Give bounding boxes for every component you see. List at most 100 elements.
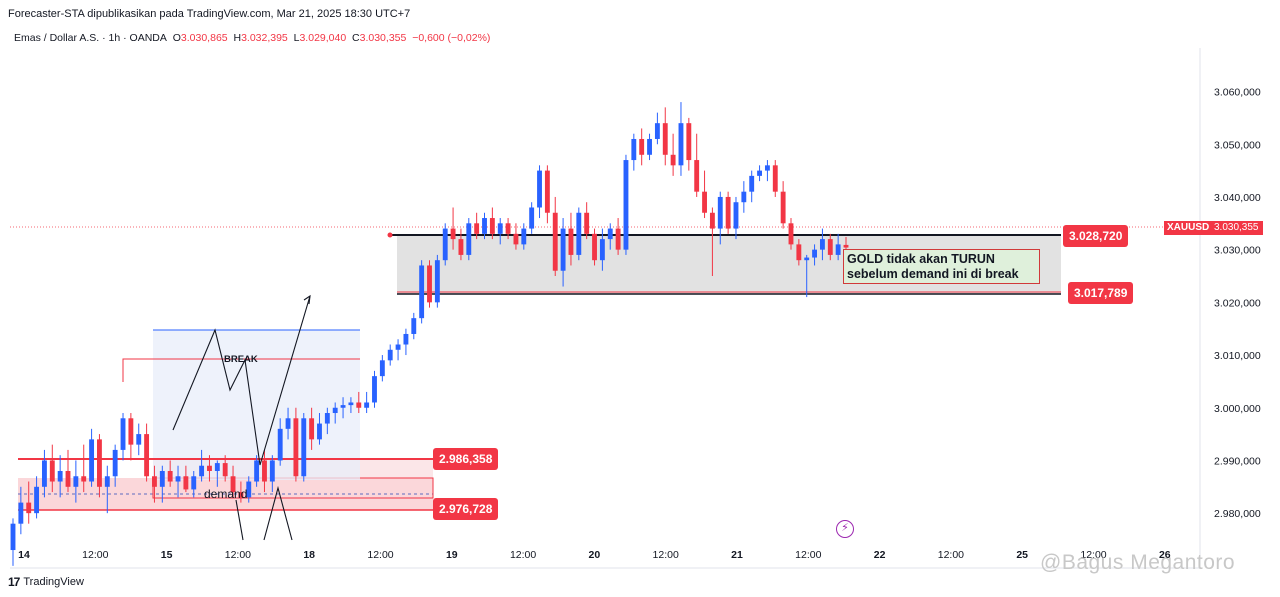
close-label: C: [352, 32, 360, 44]
tradingview-logo-icon: 17: [8, 575, 20, 589]
price-tick-label: 3.020,000: [1214, 297, 1261, 309]
publisher-line: Forecaster-STA dipublikasikan pada Tradi…: [8, 8, 411, 20]
lower-demand-zone[interactable]: [18, 478, 433, 510]
candle-up: [521, 228, 527, 245]
price-tick-label: 3.030,000: [1214, 245, 1261, 257]
candle-up: [576, 212, 582, 255]
candle-down: [65, 470, 71, 487]
candle-down: [780, 191, 786, 224]
zigzag-pattern: [172, 295, 311, 466]
candle-up: [623, 160, 629, 250]
candle-down: [489, 218, 495, 234]
tradingview-brand[interactable]: 17 TradingView: [8, 575, 84, 589]
candle-up: [631, 138, 637, 161]
candle-down: [262, 460, 267, 482]
break-level-line: [122, 358, 360, 382]
current-price-tag: 3.030,355: [1210, 221, 1263, 235]
candle-up: [835, 244, 841, 255]
candle-down: [584, 212, 590, 234]
author-watermark: @Bagus Megantoro: [1040, 551, 1236, 574]
time-tick-label: 12:00: [938, 549, 964, 561]
time-tick-label: 19: [446, 549, 458, 561]
candle-up: [678, 123, 684, 166]
candle-up: [442, 228, 448, 261]
candle-down: [49, 460, 55, 482]
price-axis[interactable]: 2.980,000 2.990,000 3.000,000 3.010,000 3.02…: [1214, 87, 1261, 521]
time-axis[interactable]: 14 12:00 15 12:00 18 12:00 19 12:00 20 12:00 21 12:…: [18, 549, 1171, 561]
note-line-1: GOLD tidak akan TURUN: [847, 252, 995, 266]
candle-down: [725, 196, 731, 229]
candle-up: [254, 460, 260, 482]
candle-up: [104, 476, 110, 487]
candle-up: [324, 413, 330, 424]
candle-up: [136, 434, 142, 445]
symbol-title[interactable]: Emas / Dollar A.S. · 1h · OANDA: [14, 32, 167, 44]
time-tick-label: 22: [874, 549, 886, 561]
candle-up: [332, 407, 338, 414]
candle-up: [214, 463, 220, 471]
note-line-2: sebelum demand ini di break: [847, 267, 1019, 281]
candle-up: [537, 170, 542, 208]
lightning-icon[interactable]: ⚡: [836, 520, 854, 538]
candle-up: [348, 402, 354, 406]
candle-up: [277, 428, 283, 461]
time-tick-label: 20: [589, 549, 601, 561]
candle-down: [694, 160, 700, 192]
candle-up: [34, 486, 40, 514]
candle-down: [128, 418, 134, 445]
candle-up: [246, 481, 252, 498]
anchor-dot: [387, 232, 393, 238]
demand-leg-right: [263, 485, 293, 541]
candle-down: [97, 439, 102, 487]
price-tick-label: 3.000,000: [1214, 403, 1261, 415]
candle-up: [379, 360, 385, 377]
time-tick-label: 14: [18, 549, 30, 561]
lower-demand-bottom-tag: 2.976,728: [433, 498, 499, 520]
candle-up: [120, 418, 126, 450]
candle-up: [191, 476, 197, 490]
candle-up: [57, 470, 63, 482]
candle-up: [41, 460, 47, 487]
candle-up: [741, 191, 747, 203]
time-tick-label: 18: [303, 549, 315, 561]
candle-up: [175, 476, 181, 482]
candle-up: [812, 249, 818, 258]
candle-down: [592, 233, 597, 261]
time-tick-label: 12:00: [367, 549, 393, 561]
candle-up: [301, 418, 307, 477]
candle-down: [238, 492, 244, 498]
candle-down: [639, 138, 645, 155]
candle-up: [317, 423, 322, 440]
candle-up: [466, 223, 472, 255]
demand-label: demand: [204, 487, 247, 501]
range-box: [153, 330, 360, 480]
candle-up: [89, 439, 95, 482]
candle-up: [403, 333, 409, 345]
candle-up: [340, 405, 346, 408]
candle-up: [395, 344, 401, 350]
candle-up: [419, 265, 425, 319]
candle-down: [458, 239, 464, 255]
candle-up: [717, 196, 723, 229]
candle-up: [749, 175, 755, 192]
candle-down: [293, 418, 299, 477]
candle-down: [207, 465, 212, 471]
candle-up: [482, 218, 487, 234]
price-tick-label: 3.050,000: [1214, 139, 1261, 151]
candle-down: [709, 212, 715, 229]
time-tick-label: 12:00: [225, 549, 251, 561]
candle-down: [474, 223, 480, 234]
open-label: O: [172, 32, 181, 44]
candle-up: [269, 460, 275, 482]
candle-down: [167, 470, 173, 482]
candle-down: [309, 418, 315, 440]
candle-down: [152, 476, 157, 487]
candle-up: [757, 170, 762, 176]
lower-demand-top-tag: 2.986,358: [433, 448, 499, 470]
low-label: L: [293, 32, 300, 44]
upper-demand-bottom-tag: 3.017,789: [1068, 282, 1134, 304]
candle-up: [560, 228, 566, 271]
candle-up: [285, 418, 291, 429]
candle-down: [662, 123, 668, 155]
